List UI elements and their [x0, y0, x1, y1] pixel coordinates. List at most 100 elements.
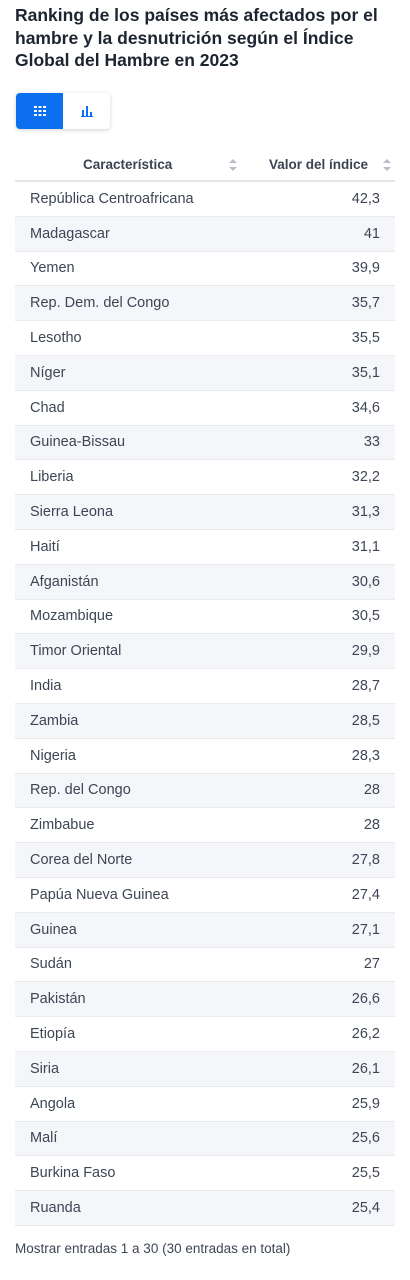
row-value: 28,5 [351, 712, 380, 729]
row-label: Guinea-Bissau [30, 434, 126, 451]
row-label: Liberia [30, 469, 74, 486]
row-label: Zimbabue [30, 817, 95, 834]
table-row: Chad 34,6 [15, 391, 395, 426]
table-row: India 28,7 [15, 669, 395, 704]
table-row: Siria 26,1 [15, 1051, 395, 1087]
row-value: 32,2 [351, 469, 380, 486]
table-row: Etiopía 26,2 [15, 1017, 395, 1052]
table-row: Zimbabue 28 [15, 808, 395, 844]
row-label: Rep. Dem. del Congo [30, 295, 170, 312]
table-row: Níger 35,1 [15, 355, 395, 391]
row-label: Rep. del Congo [30, 782, 131, 799]
table-row: Afganistán 30,6 [15, 564, 395, 600]
row-label: Siria [30, 1060, 60, 1077]
table-row: Rep. del Congo 28 [15, 773, 395, 809]
row-value: 25,4 [351, 1200, 380, 1216]
row-value: 27,1 [351, 921, 380, 938]
row-label: Pakistán [30, 991, 86, 1008]
row-label: Madagascar [30, 225, 110, 242]
table-row: Burkina Faso 25,5 [15, 1156, 395, 1192]
row-label: Burkina Faso [30, 1165, 116, 1182]
row-label: Etiopía [30, 1026, 76, 1043]
row-value: 31,3 [351, 504, 380, 521]
row-value: 39,9 [351, 260, 380, 277]
bar-chart-icon [80, 105, 93, 117]
entries-info: Mostrar entradas 1 a 30 (30 entradas en … [15, 1241, 291, 1256]
table-row: Mozambique 30,5 [15, 600, 395, 635]
table-row: Nigeria 28,3 [15, 739, 395, 774]
row-value: 30,6 [351, 573, 380, 590]
row-value: 27,8 [351, 852, 380, 869]
row-label: Papúa Nueva Guinea [30, 886, 169, 903]
row-label: Malí [30, 1130, 58, 1147]
page-title: Ranking de los países más afectados por … [15, 5, 378, 70]
table-row: Timor Oriental 29,9 [15, 634, 395, 670]
row-label: Sudán [30, 956, 72, 973]
row-label: Angola [30, 1095, 76, 1112]
row-value: 26,2 [351, 1026, 380, 1043]
row-label: Timor Oriental [30, 643, 122, 660]
grid-icon [33, 106, 46, 116]
row-label: Mozambique [30, 608, 114, 625]
row-value: 27 [363, 956, 380, 973]
row-label: Guinea [30, 921, 77, 938]
row-label: Nigeria [30, 747, 76, 764]
row-label: Haití [30, 538, 60, 555]
table-header: Característica Valor del índice [15, 148, 395, 182]
row-value: 28,7 [351, 678, 380, 695]
row-value: 35,5 [351, 330, 380, 347]
row-label: Ruanda [30, 1200, 81, 1216]
sort-icon[interactable] [382, 159, 391, 171]
row-value: 25,9 [351, 1095, 380, 1112]
row-value: 29,9 [351, 643, 380, 660]
row-value: 42,3 [351, 190, 380, 207]
row-value: 26,6 [351, 991, 380, 1008]
table-row: Sierra Leona 31,3 [15, 495, 395, 530]
row-value: 28 [363, 817, 380, 834]
table-body: República Centroafricana 42,3 Madagascar 41… [15, 182, 395, 1226]
row-label: Afganistán [30, 573, 99, 590]
table-row: Haití 31,1 [15, 530, 395, 565]
table-row: Guinea-Bissau 33 [15, 425, 395, 461]
row-label: Lesotho [30, 330, 82, 347]
chart-view-button[interactable] [63, 93, 110, 129]
row-value: 35,1 [351, 364, 380, 381]
column-header-index-value[interactable]: Valor del índice [268, 157, 368, 172]
row-value: 25,6 [351, 1130, 380, 1147]
table-row: Sudán 27 [15, 948, 395, 983]
table-row: Pakistán 26,6 [15, 982, 395, 1018]
table-row: Rep. Dem. del Congo 35,7 [15, 286, 395, 322]
row-value: 28 [363, 782, 380, 799]
row-label: India [30, 678, 62, 695]
row-label: Yemen [30, 260, 75, 277]
table-row: Angola 25,9 [15, 1087, 395, 1122]
row-label: Níger [30, 364, 66, 381]
row-value: 41 [363, 225, 380, 242]
row-value: 33 [363, 434, 380, 451]
table-row: Madagascar 41 [15, 216, 395, 252]
table-view-button[interactable] [16, 93, 63, 129]
row-label: Corea del Norte [30, 852, 133, 869]
table-row: Papúa Nueva Guinea 27,4 [15, 878, 395, 913]
row-value: 34,6 [351, 399, 380, 416]
table-row: Lesotho 35,5 [15, 321, 395, 356]
table-row: Zambia 28,5 [15, 703, 395, 739]
column-header-characteristic[interactable]: Característica [83, 157, 173, 172]
row-label: Zambia [30, 712, 79, 729]
view-toggle [16, 93, 110, 129]
table-row: Corea del Norte 27,8 [15, 843, 395, 878]
row-value: 27,4 [351, 886, 380, 903]
row-value: 25,5 [351, 1165, 380, 1182]
row-value: 26,1 [351, 1060, 380, 1077]
table-row: Malí 25,6 [15, 1121, 395, 1157]
row-value: 35,7 [351, 295, 380, 312]
table-row: Guinea 27,1 [15, 912, 395, 948]
row-value: 31,1 [351, 538, 380, 555]
table-row: República Centroafricana 42,3 [15, 182, 395, 217]
table-row: Yemen 39,9 [15, 252, 395, 287]
row-value: 28,3 [351, 747, 380, 764]
sort-icon[interactable] [228, 159, 237, 171]
table-row: Ruanda 25,4 [15, 1191, 395, 1226]
row-label: República Centroafricana [30, 190, 194, 207]
table-row: Liberia 32,2 [15, 460, 395, 496]
